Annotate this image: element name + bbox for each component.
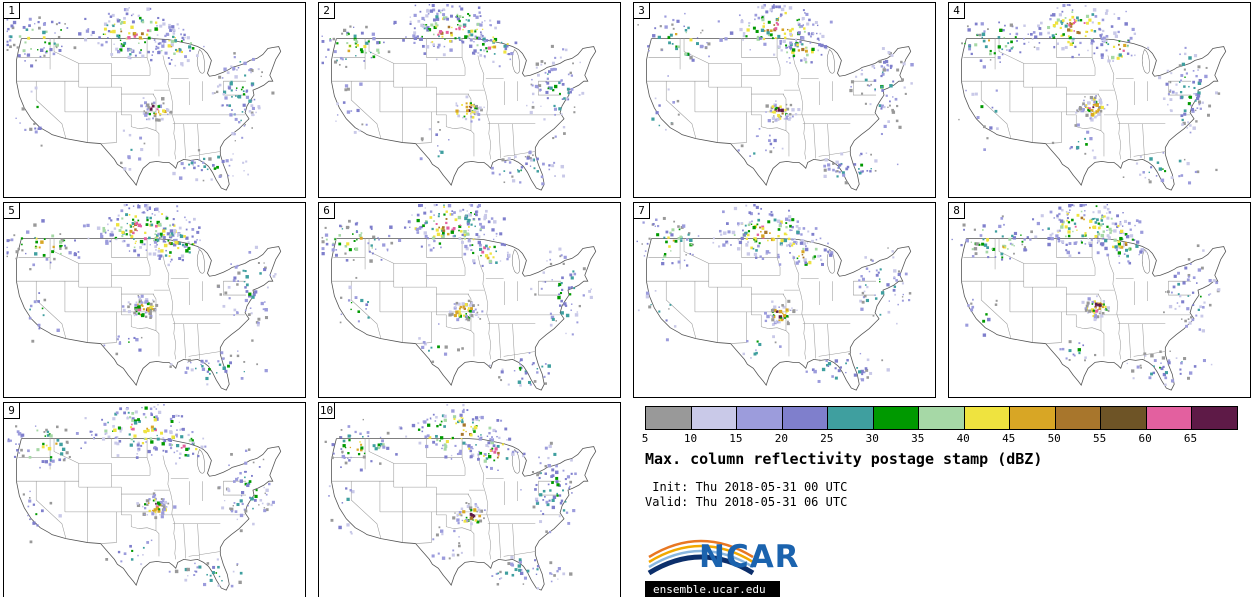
colorbar-segment bbox=[782, 407, 829, 429]
us-map bbox=[951, 203, 1227, 391]
forecast-panel: 6 bbox=[318, 202, 621, 398]
colorbar-tick-label: 20 bbox=[774, 432, 789, 445]
forecast-panel: 5 bbox=[3, 202, 306, 398]
radar-blobs bbox=[951, 203, 1221, 387]
forecast-panel: 10 bbox=[318, 402, 621, 597]
panel-number: 10 bbox=[319, 403, 335, 419]
colorbar-tick-label: 55 bbox=[1092, 432, 1107, 445]
panel-number: 8 bbox=[949, 203, 965, 219]
legend-block: 5 10 15 20 25 30 35 40 45 50 55 60 65 Max. column re… bbox=[641, 403, 1258, 597]
panel-number: 1 bbox=[4, 3, 20, 19]
ncar-logo-text: NCAR bbox=[699, 539, 800, 575]
panel-number: 9 bbox=[4, 403, 20, 419]
panel-number: 4 bbox=[949, 3, 965, 19]
radar-blobs bbox=[321, 3, 585, 186]
forecast-panel: 9 bbox=[3, 402, 306, 597]
colorbar-tick-label: 10 bbox=[683, 432, 698, 445]
site-url: ensemble.ucar.edu bbox=[645, 581, 780, 597]
ncar-logo: NCAR bbox=[645, 523, 885, 577]
colorbar-segment bbox=[1192, 407, 1237, 429]
us-map bbox=[636, 203, 912, 391]
us-map bbox=[7, 403, 282, 591]
colorbar-tick-label: 30 bbox=[865, 432, 879, 445]
colorbar-segment bbox=[1010, 407, 1056, 429]
panel-number: 6 bbox=[319, 203, 335, 219]
us-map bbox=[6, 7, 282, 191]
forecast-panel: 1 bbox=[3, 2, 306, 198]
colorbar-tick-label: 60 bbox=[1138, 432, 1152, 445]
forecast-panel: 2 bbox=[318, 2, 621, 198]
colorbar-segment bbox=[919, 407, 965, 429]
colorbar-segment bbox=[691, 407, 738, 429]
colorbar-segment bbox=[828, 407, 874, 429]
radar-blobs bbox=[637, 3, 914, 185]
colorbar-segment bbox=[737, 407, 783, 429]
colorbar-tick-label: 65 bbox=[1183, 432, 1198, 445]
radar-blobs bbox=[7, 403, 275, 588]
us-basemap bbox=[331, 38, 597, 191]
radar-blobs bbox=[321, 203, 593, 387]
colorbar-tick-label: 15 bbox=[729, 432, 743, 445]
colorbar-tick-label: 40 bbox=[956, 432, 970, 445]
colorbar-segment bbox=[1055, 407, 1102, 429]
radar-blobs bbox=[636, 203, 912, 383]
panel-number: 3 bbox=[634, 3, 650, 19]
us-basemap bbox=[961, 238, 1227, 391]
colorbar-tick-labels: 5 10 15 20 25 30 35 40 45 50 55 60 65 bbox=[641, 432, 1245, 445]
colorbar-tick-label: 45 bbox=[1002, 432, 1016, 445]
colorbar-tick-label: 25 bbox=[820, 432, 834, 445]
ncar-logo-swoosh-icon bbox=[647, 539, 755, 576]
colorbar-tick-label: 35 bbox=[911, 432, 925, 445]
us-map bbox=[321, 203, 597, 391]
colorbar-segment bbox=[964, 407, 1011, 429]
colorbar-segment bbox=[646, 407, 692, 429]
colorbar-tick-label: 5 bbox=[641, 432, 649, 445]
us-map bbox=[637, 3, 914, 191]
forecast-panel: 7 bbox=[633, 202, 936, 398]
forecast-panel: 4 bbox=[948, 2, 1251, 198]
colorbar-segment bbox=[1146, 407, 1193, 429]
panel-number: 7 bbox=[634, 203, 650, 219]
chart-title: Max. column reflectivity postage stamp (… bbox=[645, 450, 1043, 468]
panel-number: 2 bbox=[319, 3, 335, 19]
reflectivity-colorbar bbox=[645, 406, 1238, 430]
valid-time-label: Valid: Thu 2018-05-31 06 UTC bbox=[645, 495, 848, 509]
colorbar-segment bbox=[1101, 407, 1147, 429]
radar-blobs bbox=[324, 403, 577, 590]
us-basemap bbox=[646, 238, 912, 391]
colorbar-segment bbox=[873, 407, 920, 429]
radar-blobs bbox=[958, 3, 1221, 185]
forecast-panel: 3 bbox=[633, 2, 936, 198]
radar-blobs bbox=[6, 203, 277, 386]
panel-number: 5 bbox=[4, 203, 20, 219]
us-map bbox=[6, 203, 282, 391]
forecast-panel: 8 bbox=[948, 202, 1251, 398]
us-map bbox=[958, 3, 1227, 191]
init-time-label: Init: Thu 2018-05-31 00 UTC bbox=[645, 480, 848, 494]
us-map bbox=[321, 3, 597, 191]
colorbar-tick-label: 50 bbox=[1047, 432, 1061, 445]
radar-blobs bbox=[6, 7, 275, 182]
us-map bbox=[324, 403, 597, 591]
